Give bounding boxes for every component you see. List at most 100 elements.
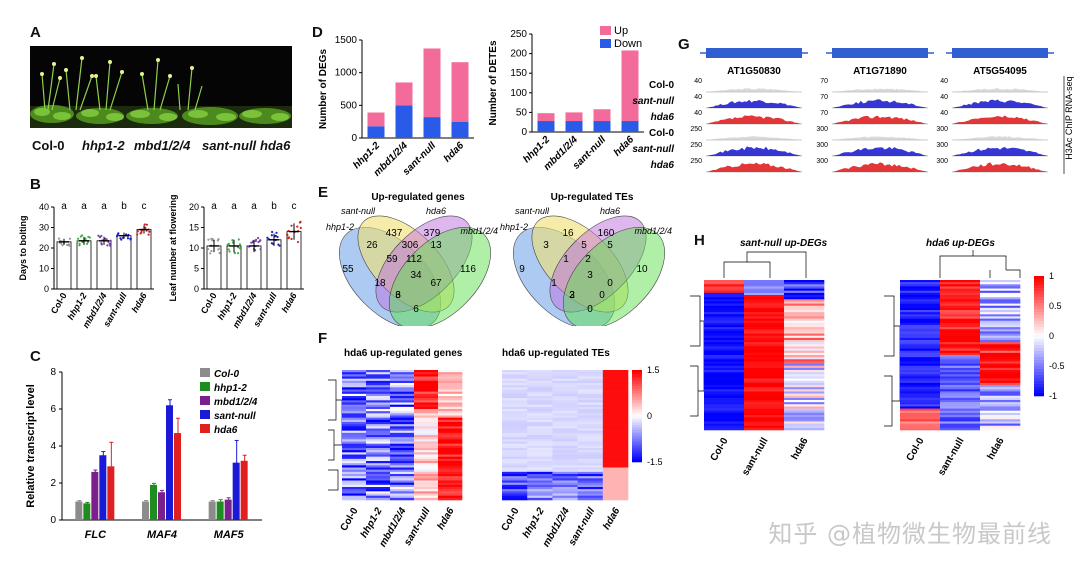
heatmap-cell	[980, 288, 1021, 292]
heatmap-cell	[414, 385, 439, 388]
heatmap-cell	[784, 361, 825, 364]
heatmap-cell	[390, 448, 415, 451]
colorbar-segment	[1034, 300, 1044, 304]
heatmap-cell	[744, 400, 785, 403]
heatmap-cell	[366, 448, 391, 451]
heatmap-cell	[390, 437, 415, 440]
heatmap-cell	[438, 439, 463, 442]
heatmap-cell	[704, 327, 745, 330]
heatmap-cell	[744, 421, 785, 424]
heatmap-cell	[980, 344, 1021, 347]
significance-letter: b	[121, 201, 127, 212]
heatmap-cell	[980, 410, 1021, 414]
genotype-label: Col-0	[32, 138, 65, 153]
heatmap-cell	[784, 408, 825, 412]
significance-letter: a	[211, 201, 217, 212]
heatmap-cell	[366, 452, 391, 455]
colorbar-segment	[1034, 315, 1044, 319]
venn-region-count: 0	[607, 278, 613, 289]
heatmap-cell	[527, 471, 553, 475]
heatmap-cell	[552, 482, 578, 486]
heatmap-cell	[527, 478, 553, 481]
heatmap-cell	[602, 491, 629, 494]
heatmap-cell	[552, 424, 578, 427]
bar-segment	[451, 121, 469, 138]
heatmap-cell	[390, 380, 415, 384]
heatmap-cell	[390, 450, 415, 453]
heatmap-cell	[900, 397, 941, 401]
bar	[174, 433, 181, 520]
heatmap-cell	[438, 370, 463, 373]
track-scale: 40	[694, 78, 702, 85]
data-point	[290, 237, 293, 241]
heatmap-cell	[552, 400, 578, 403]
heatmap-cell	[502, 441, 528, 444]
heatmap-cell	[980, 380, 1021, 384]
venn-region-count: 59	[386, 254, 398, 265]
heatmap-cell	[784, 376, 825, 379]
heatmap-cell	[940, 417, 981, 420]
heatmap-cell	[784, 412, 825, 416]
heatmap-cell	[390, 428, 415, 431]
heatmap-cell	[438, 456, 463, 460]
heatmap-cell	[704, 425, 745, 429]
heatmap-cell	[527, 402, 553, 405]
bar	[158, 492, 165, 520]
heatmap-cell	[704, 415, 745, 418]
colorbar-segment	[632, 416, 642, 419]
heatmap-cell	[438, 467, 463, 470]
heatmap-cell	[602, 376, 629, 379]
heatmap-cell	[704, 284, 745, 287]
heatmap-cell	[527, 404, 553, 408]
heatmap-cell	[552, 445, 578, 449]
venn-set-label: mbd1/2/4	[460, 226, 498, 236]
data-point	[277, 243, 280, 246]
heatmap-cell	[744, 305, 785, 309]
heatmap-cell	[980, 340, 1021, 343]
heatmap-cell	[900, 344, 941, 347]
heatmap-cell	[940, 288, 981, 292]
heatmap-cell	[577, 378, 604, 382]
heatmap-cell	[552, 398, 578, 401]
colorbar-segment	[632, 397, 642, 401]
heatmap-cell	[980, 312, 1021, 315]
heatmap-cell	[744, 395, 785, 399]
heatmap-cell	[602, 452, 629, 455]
heatmap-cell	[784, 284, 825, 287]
track-scale: 70	[820, 78, 828, 85]
heatmap-cell	[940, 322, 981, 326]
legend-label: sant-null	[214, 411, 256, 422]
heatmap-cell	[744, 335, 785, 339]
heatmap-cell	[744, 363, 785, 367]
heatmap-cell	[980, 363, 1021, 367]
bar-segment	[395, 82, 413, 106]
heatmap-cell	[940, 282, 981, 285]
heatmap-cell	[704, 365, 745, 369]
heatmap-cell	[980, 387, 1021, 390]
bar	[266, 239, 282, 290]
heatmap-cell	[414, 402, 439, 405]
heatmap-cell	[784, 357, 825, 360]
heatmap-cell	[414, 480, 439, 483]
y-tick-label: 100	[510, 88, 527, 99]
heatmap-cell	[552, 474, 578, 477]
data-point	[145, 223, 148, 226]
heatmap-cell	[552, 402, 578, 405]
heatmap-cell	[744, 372, 785, 375]
colorbar-segment	[1034, 369, 1044, 373]
data-point	[67, 243, 70, 246]
heatmap-cell	[438, 435, 463, 438]
heatmap-cell	[502, 461, 528, 464]
y-tick-label: 0	[194, 284, 199, 294]
heatmap-cell	[900, 295, 941, 298]
heatmap-cell	[940, 280, 981, 283]
heatmap-cell	[390, 406, 415, 410]
watermark: 知乎 @植物微生物最前线	[768, 520, 1052, 548]
heatmap-cell	[342, 469, 367, 473]
heatmap-cell	[704, 312, 745, 315]
heatmap-cell	[744, 365, 785, 369]
colorbar-segment	[1034, 336, 1044, 340]
heatmap-cell	[366, 454, 391, 457]
heatmap-cell	[602, 458, 629, 462]
heatmap-cell	[366, 411, 391, 414]
